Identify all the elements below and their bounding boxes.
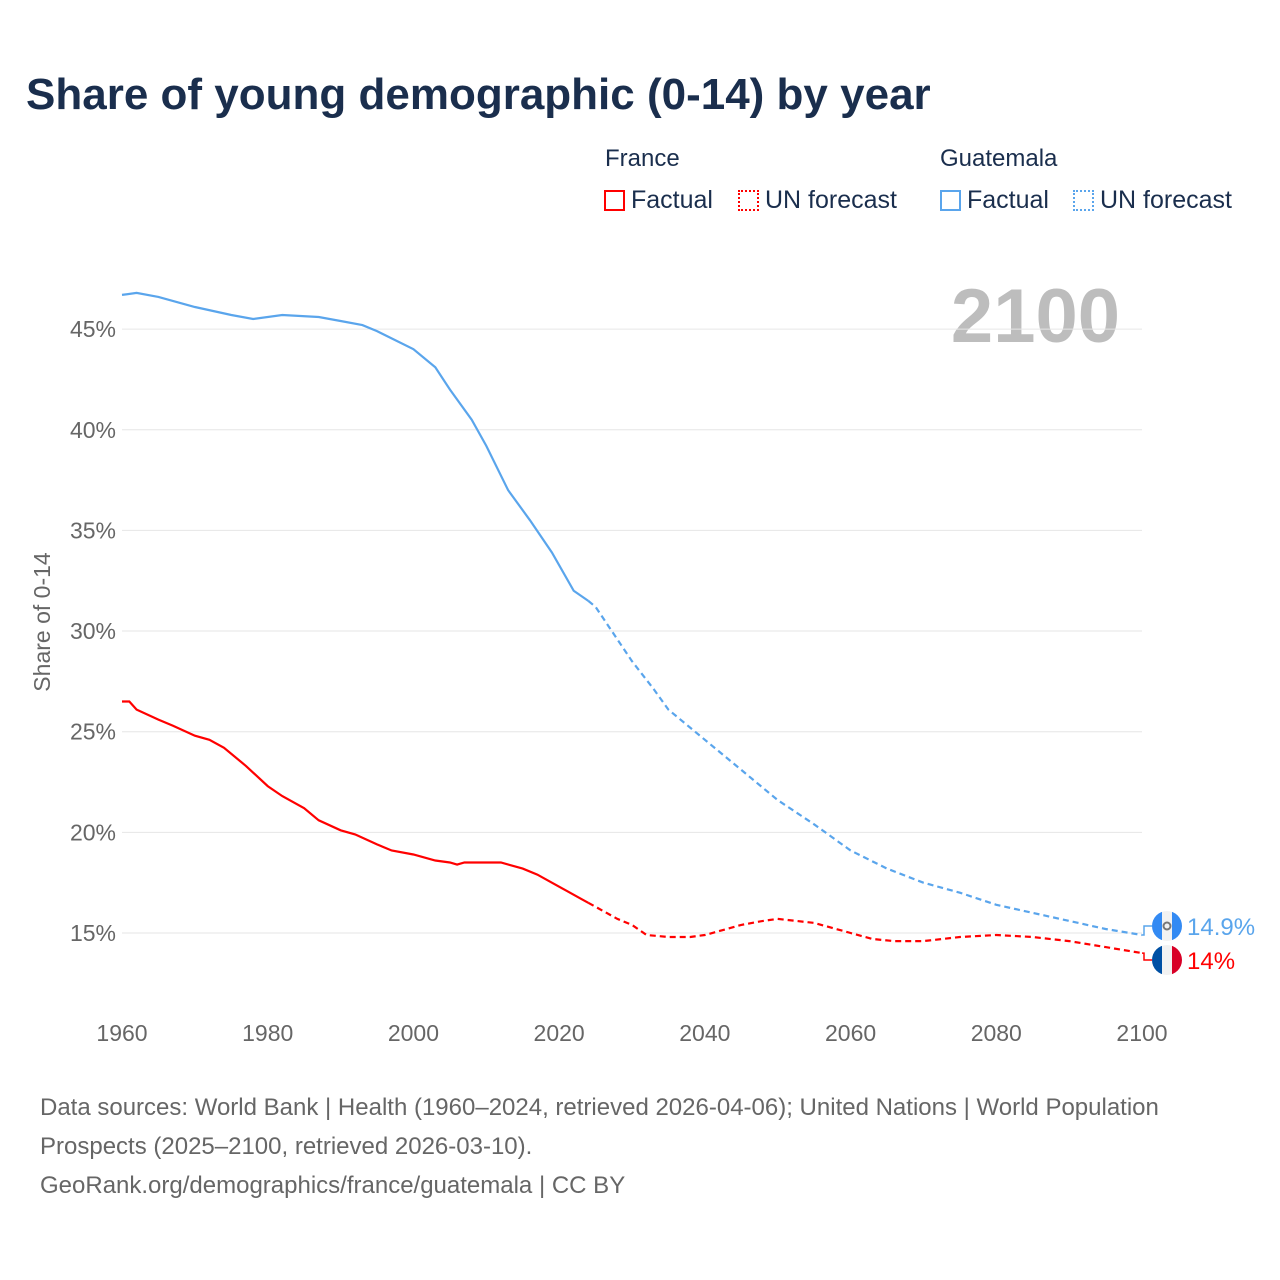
- legend-label: Factual: [631, 186, 713, 214]
- legend-swatch: [738, 190, 759, 211]
- data-sources: Data sources: World Bank | Health (1960–…: [40, 1094, 1159, 1160]
- x-tick-label: 1980: [242, 1020, 293, 1046]
- legend-label: UN forecast: [1100, 186, 1232, 214]
- legend-guatemala-forecast[interactable]: UN forecast: [1073, 186, 1232, 215]
- legend-swatch: [1073, 190, 1094, 211]
- year-watermark: 2100: [951, 274, 1120, 359]
- y-tick-label: 45%: [70, 316, 116, 342]
- x-tick-label: 2080: [971, 1020, 1022, 1046]
- end-connector: [1142, 952, 1152, 961]
- legend-label: UN forecast: [765, 186, 897, 214]
- end-value-label: 14%: [1187, 948, 1235, 975]
- source-link[interactable]: GeoRank.org/demographics/france/guatemal…: [40, 1172, 626, 1199]
- x-tick-label: 2100: [1116, 1020, 1167, 1046]
- legend-france-factual[interactable]: Factual: [604, 186, 713, 215]
- legend-swatch: [604, 190, 625, 211]
- france-flag-icon: [1152, 945, 1182, 975]
- legend-guatemala-factual[interactable]: Factual: [940, 186, 1049, 215]
- chart-title: Share of young demographic (0-14) by yea…: [26, 70, 931, 119]
- x-tick-label: 2040: [679, 1020, 730, 1046]
- legend-france-forecast[interactable]: UN forecast: [738, 186, 897, 215]
- guatemala-flag-icon: [1152, 911, 1182, 941]
- legend-group-guatemala: Guatemala: [940, 145, 1058, 172]
- y-tick-label: 40%: [70, 417, 116, 443]
- legend-group-france: France: [605, 145, 680, 172]
- legend-label: Factual: [967, 186, 1049, 214]
- end-connector: [1142, 925, 1152, 936]
- x-tick-label: 2020: [534, 1020, 585, 1046]
- series-guatemala-forecast: [587, 600, 1143, 937]
- series-france-factual: [122, 700, 589, 904]
- series-guatemala-factual: [121, 291, 589, 602]
- y-axis-label: Share of 0-14: [29, 552, 55, 692]
- end-value-label: 14.9%: [1187, 914, 1255, 941]
- x-tick-label: 2060: [825, 1020, 876, 1046]
- footer: Data sources: World Bank | Health (1960–…: [40, 1088, 1240, 1205]
- y-tick-label: 35%: [70, 517, 116, 543]
- legend-swatch: [940, 190, 961, 211]
- y-tick-label: 30%: [70, 618, 116, 644]
- series-france-forecast: [587, 901, 1143, 955]
- y-tick-label: 20%: [70, 819, 116, 845]
- x-tick-label: 2000: [388, 1020, 439, 1046]
- y-tick-label: 15%: [70, 920, 116, 946]
- x-tick-label: 1960: [96, 1020, 147, 1046]
- y-tick-label: 25%: [70, 719, 116, 745]
